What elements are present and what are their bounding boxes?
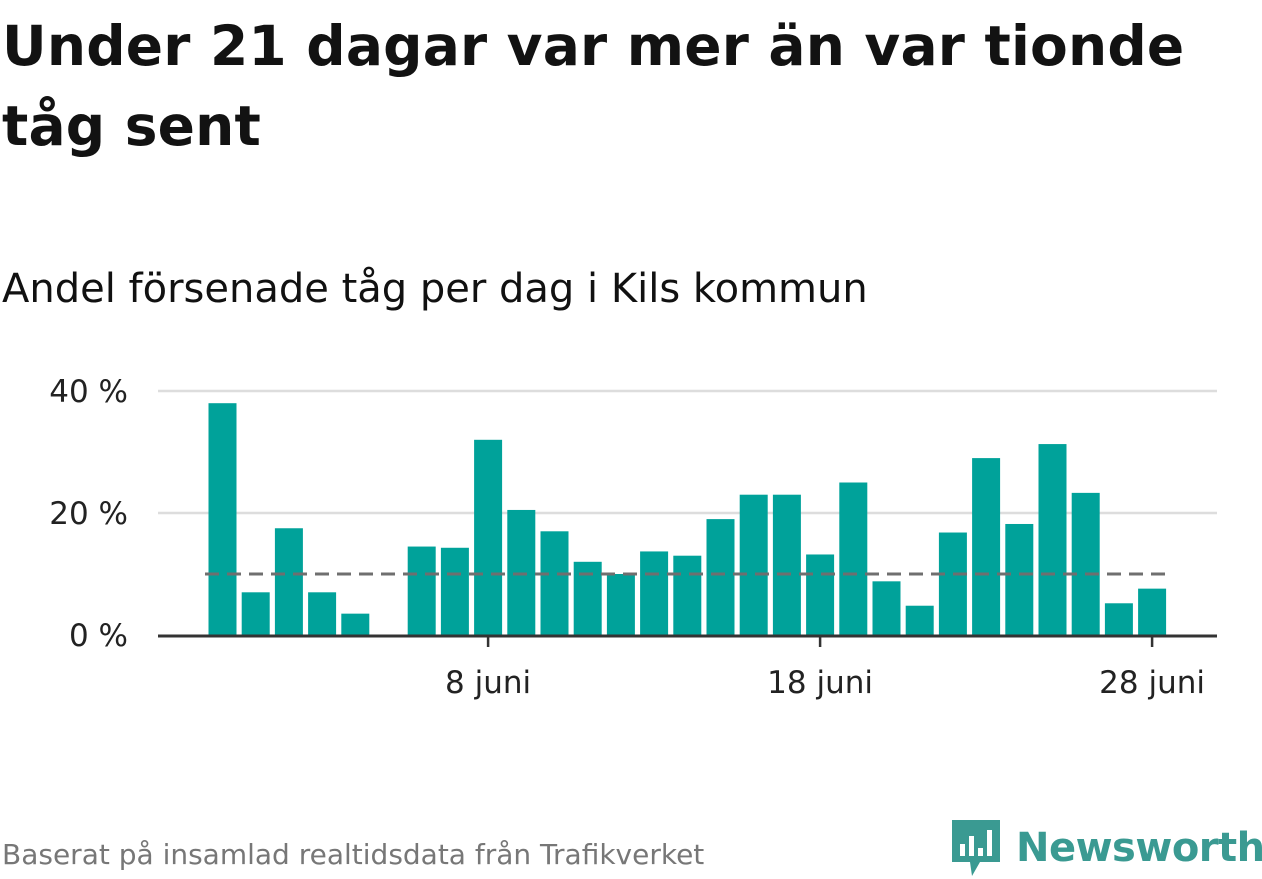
bar (308, 592, 337, 635)
bar (839, 482, 868, 635)
bar (474, 439, 503, 635)
bar (1005, 523, 1034, 635)
bar (1071, 492, 1100, 635)
chart-subtitle: Andel försenade tåg per dag i Kils kommu… (2, 266, 868, 312)
bar (706, 519, 735, 635)
bar (772, 494, 801, 635)
x-tick-label: 8 juni (445, 665, 531, 701)
bar (806, 554, 835, 635)
bar (1104, 603, 1133, 635)
bar (972, 458, 1001, 635)
bar (341, 613, 370, 635)
bar (507, 509, 536, 635)
y-axis-ticks: 0 % 20 % 40 % (49, 374, 128, 654)
bar (673, 555, 702, 635)
bar (540, 531, 569, 635)
chart-title: Under 21 dagar var mer än var tionde tåg… (2, 14, 1185, 158)
x-axis-ticks: 8 juni 18 juni 28 juni (445, 636, 1205, 701)
x-tick-label: 18 juni (767, 665, 873, 701)
bar-chart: 0 % 20 % 40 % 8 juni 18 juni 28 juni (49, 374, 1217, 701)
newsworthy-chart-icon (952, 820, 1000, 876)
brand-logo[interactable]: Newsworthy (950, 818, 1262, 878)
bar (1038, 444, 1067, 635)
x-tick-label: 28 juni (1099, 665, 1205, 701)
y-tick-label: 20 % (49, 496, 128, 532)
bar (440, 547, 469, 635)
bar (640, 551, 669, 635)
bar (208, 403, 237, 635)
bar (1138, 588, 1167, 635)
bar (872, 581, 901, 635)
y-tick-label: 0 % (69, 618, 128, 654)
y-tick-label: 40 % (49, 374, 128, 410)
bars (208, 403, 1167, 635)
brand-name: Newsworthy (1016, 825, 1262, 871)
bar (938, 532, 967, 635)
bar (905, 605, 934, 635)
bar (739, 494, 768, 635)
source-note: Baserat på insamlad realtidsdata från Tr… (2, 838, 705, 871)
bar (241, 592, 270, 635)
bar (606, 574, 635, 635)
bar (274, 528, 303, 635)
bar (407, 546, 436, 635)
